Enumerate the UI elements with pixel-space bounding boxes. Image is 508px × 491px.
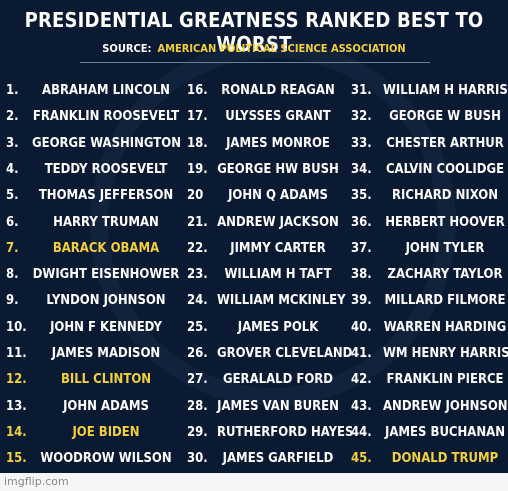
president-name: JAMES MONROE (226, 135, 330, 151)
watermark-text: imgflip.com (4, 475, 69, 488)
president-name: WILLIAM H HARRISON (383, 83, 508, 98)
source-line: SOURCE: AMERICAN POLITICAL SCIENCE ASSOCI… (0, 42, 508, 55)
president-name: JIMMY CARTER (230, 240, 326, 256)
president-name: WOODROW WILSON (40, 451, 172, 467)
president-name: JAMES MADISON (51, 346, 161, 361)
president-name: GEORGE W BUSH (389, 109, 501, 125)
rank-number: 37. (351, 240, 372, 256)
rank-number: 45. (351, 451, 372, 467)
rank-number: 3. (6, 135, 19, 151)
rank-number: 43. (351, 398, 372, 414)
rank-number: 42. (351, 372, 372, 388)
rank-number: 33. (351, 135, 372, 151)
rank-number: 9. (6, 293, 19, 309)
president-name: CHESTER ARTHUR (386, 135, 504, 151)
president-name: RUTHERFORD HAYES (217, 424, 354, 440)
rank-number: 18. (187, 135, 208, 151)
ranking-graphic: PRESIDENTIAL GREATNESS RANKED BEST TO WO… (0, 0, 508, 473)
rank-number: 14. (6, 424, 27, 440)
president-name: DONALD TRUMP (391, 451, 499, 467)
rank-number: 1. (6, 83, 19, 98)
rank-number: 12. (6, 372, 27, 388)
president-name: JAMES GARFIELD (222, 451, 334, 467)
president-name: BARACK OBAMA (52, 240, 160, 256)
rank-number: 34. (351, 161, 372, 177)
rank-number: 7. (6, 240, 19, 256)
president-name: RONALD REAGAN (221, 83, 335, 98)
rank-number: 27. (187, 372, 208, 388)
president-name: CALVIN COOLIDGE (385, 161, 505, 177)
president-name: TEDDY ROOSEVELT (44, 161, 168, 177)
rank-number: 4. (6, 161, 19, 177)
president-name: JAMES POLK (237, 319, 319, 335)
rank-number: 6. (6, 214, 19, 230)
rank-number: 16. (187, 83, 208, 98)
rank-number: 41. (351, 346, 372, 361)
president-name: BILL CLINTON (60, 372, 152, 388)
rank-number: 22. (187, 240, 208, 256)
president-name: JOHN TYLER (405, 240, 485, 256)
president-name: JOHN ADAMS (63, 398, 149, 414)
president-name: JAMES BUCHANAN (385, 424, 505, 440)
rank-number: 29. (187, 424, 208, 440)
president-name: ANDREW JOHNSON (383, 398, 508, 414)
president-name: DWIGHT EISENHOWER (32, 267, 180, 283)
president-name: GROVER CLEVELAND (217, 346, 353, 361)
rank-number: 13. (6, 398, 27, 414)
rank-number: 5. (6, 188, 19, 204)
president-name: WARREN HARDING (383, 319, 507, 335)
rank-number: 20 (187, 188, 204, 204)
president-name: WM HENRY HARRISON (383, 346, 508, 361)
rank-number: 25. (187, 319, 208, 335)
rank-number: 40. (351, 319, 372, 335)
title-divider (80, 62, 430, 63)
president-name: JOE BIDEN (72, 424, 140, 440)
president-name: ULYSSES GRANT (225, 109, 331, 125)
president-name: WILLIAM MCKINLEY (217, 293, 346, 309)
president-name: HARRY TRUMAN (53, 214, 159, 230)
rank-number: 35. (351, 188, 372, 204)
rank-number: 15. (6, 451, 27, 467)
president-name: ABRAHAM LINCOLN (42, 83, 170, 98)
rank-number: 31. (351, 83, 372, 98)
page-title: PRESIDENTIAL GREATNESS RANKED BEST TO WO… (24, 8, 484, 56)
president-name: FRANKLIN ROOSEVELT (32, 109, 180, 125)
rank-number: 24. (187, 293, 208, 309)
president-name: ZACHARY TAYLOR (387, 267, 503, 283)
president-name: LYNDON JOHNSON (46, 293, 166, 309)
president-name: GERALALD FORD (222, 372, 334, 388)
president-name: JOHN Q ADAMS (228, 188, 328, 204)
rank-number: 19. (187, 161, 208, 177)
president-name: WILLIAM H TAFT (224, 267, 332, 283)
president-name: JOHN F KENNEDY (50, 319, 162, 335)
president-name: JAMES VAN BUREN (217, 398, 339, 414)
rank-number: 38. (351, 267, 372, 283)
rank-number: 44. (351, 424, 372, 440)
president-name: MILLARD FILMORE (384, 293, 506, 309)
rank-number: 10. (6, 319, 27, 335)
president-name: ANDREW JACKSON (217, 214, 339, 230)
rank-number: 21. (187, 214, 208, 230)
rank-number: 11. (6, 346, 27, 361)
president-name: THOMAS JEFFERSON (38, 188, 174, 204)
rank-number: 17. (187, 109, 208, 125)
rank-number: 23. (187, 267, 208, 283)
rank-number: 26. (187, 346, 208, 361)
rank-number: 30. (187, 451, 208, 467)
rank-number: 2. (6, 109, 19, 125)
source-value: AMERICAN POLITICAL SCIENCE ASSOCIATION (157, 42, 406, 55)
rank-number: 32. (351, 109, 372, 125)
president-name: RICHARD NIXON (392, 188, 498, 204)
president-name: GEORGE HW BUSH (217, 161, 339, 177)
rank-number: 8. (6, 267, 19, 283)
president-name: FRANKLIN PIERCE (386, 372, 504, 388)
president-name: HERBERT HOOVER (385, 214, 505, 230)
rank-number: 28. (187, 398, 208, 414)
rank-number: 39. (351, 293, 372, 309)
rank-number: 36. (351, 214, 372, 230)
president-name: GEORGE WASHINGTON (32, 135, 181, 151)
source-label: SOURCE: (102, 42, 152, 55)
